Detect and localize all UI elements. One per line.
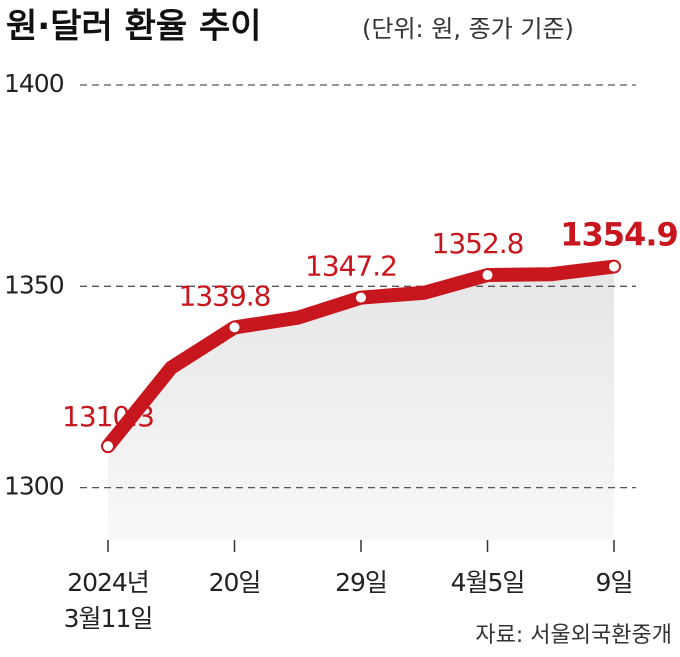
x-tick-label-line: 3월11일 <box>64 604 153 633</box>
value-label: 1347.2 <box>305 250 397 283</box>
value-label: 1352.8 <box>432 227 524 260</box>
y-tick-label: 1300 <box>4 472 64 501</box>
y-tick-label: 1350 <box>4 270 64 299</box>
x-tick-label: 2024년 3월11일 <box>64 568 153 633</box>
source: 자료: 서울외국환중개 <box>475 623 672 648</box>
value-label: 1354.9 <box>560 216 677 254</box>
point <box>103 441 113 452</box>
point <box>609 261 619 272</box>
point <box>356 292 366 303</box>
chart-subtitle: (단위: 원, 종가 기준) <box>362 15 574 43</box>
x-tick-label: 20일 <box>209 568 261 597</box>
value-label: 1339.8 <box>179 279 271 312</box>
x-tick-label-line: 2024년 <box>67 568 149 597</box>
x-tick-label: 29일 <box>335 568 387 597</box>
y-tick-label: 1400 <box>4 69 64 98</box>
point <box>229 322 240 333</box>
x-tick-label: 4월5일 <box>451 568 525 597</box>
x-tick-label: 9일 <box>596 568 633 597</box>
chart-title: 원·달러 환율 추이 <box>6 7 262 47</box>
point <box>482 270 493 281</box>
value-label: 1310.3 <box>62 400 154 433</box>
